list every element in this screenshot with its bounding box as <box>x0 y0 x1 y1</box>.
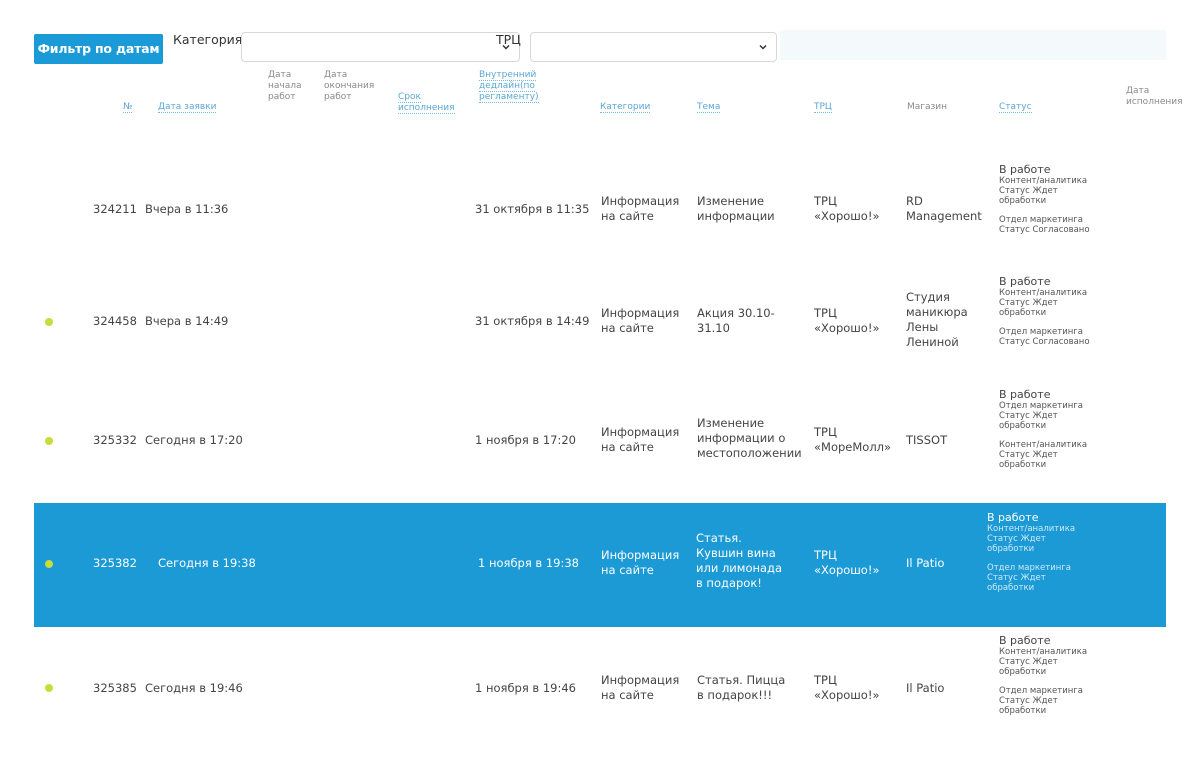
status-main: В работе <box>999 634 1051 647</box>
row-trc: ТРЦ «Хорошо!» <box>814 306 880 335</box>
status-dot-icon <box>45 684 53 692</box>
col-term[interactable]: Срок исполнения <box>398 92 455 114</box>
status-sub-1: Контент/аналитика Статус Ждет обработки <box>999 288 1088 318</box>
status-main: В работе <box>999 275 1051 288</box>
toolbar-background <box>780 30 1166 60</box>
col-trc[interactable]: ТРЦ <box>814 102 832 113</box>
status-sub-1: Контент/аналитика Статус Ждет обработки <box>999 176 1088 206</box>
row-deadline: 1 ноября в 19:46 <box>475 681 576 695</box>
table-row[interactable]: 324211 Вчера в 11:36 31 октября в 11:35 … <box>34 146 1166 270</box>
row-num: 324458 <box>93 314 137 328</box>
status-sub-1: Контент/аналитика Статус Ждет обработки <box>987 524 1076 554</box>
trc-label: ТРЦ <box>496 32 521 47</box>
row-status: В работе Контент/аналитика Статус Ждет о… <box>987 511 1087 593</box>
row-num: 325332 <box>93 433 137 447</box>
row-trc: ТРЦ «Хорошо!» <box>814 548 880 577</box>
row-trc: ТРЦ «Хорошо!» <box>814 673 880 702</box>
row-category: Информация на сайте <box>601 194 680 223</box>
category-select[interactable] <box>241 32 520 62</box>
status-sub-2: Отдел маркетинга Статус Ждет обработки <box>987 563 1071 593</box>
row-store: TISSOT <box>906 433 948 447</box>
row-date: Вчера в 11:36 <box>145 202 229 216</box>
status-sub-1: Отдел маркетинга Статус Ждет обработки <box>999 401 1083 431</box>
table-row[interactable]: 324458 Вчера в 14:49 31 октября в 14:49 … <box>34 260 1166 384</box>
row-store: Il Patio <box>906 681 945 695</box>
row-topic: Статья. Пицца в подарок!!! <box>697 673 786 702</box>
col-done-date: Дата исполнения <box>1126 86 1183 107</box>
row-trc: ТРЦ «МореМолл» <box>814 425 892 454</box>
col-deadline[interactable]: Внутренний дедлайн(по регламенту) <box>479 70 539 103</box>
col-num[interactable]: № <box>123 102 133 113</box>
status-sub-2: Отдел маркетинга Статус Согласовано <box>999 215 1090 235</box>
row-store: Студия маникюра Лены Лениной <box>906 290 968 349</box>
chevron-down-icon <box>759 44 767 50</box>
row-deadline: 31 октября в 14:49 <box>475 314 590 328</box>
row-topic: Изменение информации о местоположении <box>697 416 802 460</box>
table-row-selected[interactable]: 325382 Сегодня в 19:38 1 ноября в 19:38 … <box>34 503 1166 627</box>
col-work-end: Дата окончания работ <box>324 70 375 102</box>
col-store: Магазин <box>907 102 948 112</box>
row-num: 324211 <box>93 202 137 216</box>
col-topic[interactable]: Тема <box>697 102 721 113</box>
row-topic: Акция 30.10-31.10 <box>697 306 775 335</box>
status-dot-icon <box>45 318 53 326</box>
status-main: В работе <box>999 163 1051 176</box>
col-request-date[interactable]: Дата заявки <box>158 102 217 113</box>
row-category: Информация на сайте <box>601 673 680 702</box>
row-deadline: 1 ноября в 17:20 <box>475 433 576 447</box>
col-status[interactable]: Статус <box>999 102 1032 113</box>
table-header: № Дата заявки Дата начала работ Дата око… <box>0 70 1200 122</box>
status-sub-2: Отдел маркетинга Статус Ждет обработки <box>999 686 1083 716</box>
row-category: Информация на сайте <box>601 548 680 577</box>
row-store: RD Management <box>906 194 982 223</box>
col-categories[interactable]: Категории <box>600 102 651 113</box>
category-label: Категория <box>173 32 243 47</box>
row-num: 325382 <box>93 556 137 570</box>
row-trc: ТРЦ «Хорошо!» <box>814 194 880 223</box>
status-dot-icon <box>45 560 53 568</box>
status-dot-icon <box>45 437 53 445</box>
status-sub-1: Контент/аналитика Статус Ждет обработки <box>999 647 1088 677</box>
row-category: Информация на сайте <box>601 425 680 454</box>
row-num: 325385 <box>93 681 137 695</box>
row-date: Вчера в 14:49 <box>145 314 229 328</box>
filter-toolbar: Фильтр по датам Категория ТРЦ <box>34 30 1166 66</box>
row-topic: Изменение информации <box>697 194 775 223</box>
status-sub-2: Отдел маркетинга Статус Согласовано <box>999 327 1090 347</box>
row-date: Сегодня в 17:20 <box>145 433 243 447</box>
row-status: В работе Отдел маркетинга Статус Ждет об… <box>999 388 1099 470</box>
row-store: Il Patio <box>906 556 945 570</box>
status-sub-2: Контент/аналитика Статус Ждет обработки <box>999 440 1088 470</box>
table-row[interactable]: 325332 Сегодня в 17:20 1 ноября в 17:20 … <box>34 374 1166 498</box>
status-main: В работе <box>987 511 1039 524</box>
date-filter-button[interactable]: Фильтр по датам <box>34 34 163 64</box>
row-status: В работе Контент/аналитика Статус Ждет о… <box>999 634 1099 716</box>
row-date: Сегодня в 19:38 <box>158 556 256 570</box>
row-date: Сегодня в 19:46 <box>145 681 243 695</box>
status-main: В работе <box>999 388 1051 401</box>
row-status: В работе Контент/аналитика Статус Ждет о… <box>999 163 1099 235</box>
row-deadline: 1 ноября в 19:38 <box>478 556 579 570</box>
row-status: В работе Контент/аналитика Статус Ждет о… <box>999 275 1099 347</box>
col-work-start: Дата начала работ <box>268 70 302 102</box>
trc-select[interactable] <box>530 32 777 62</box>
chevron-down-icon <box>502 44 510 50</box>
row-deadline: 31 октября в 11:35 <box>475 202 590 216</box>
row-category: Информация на сайте <box>601 306 680 335</box>
row-topic: Статья. Кувшин вина или лимонада в подар… <box>696 531 783 590</box>
table-row[interactable]: 325385 Сегодня в 19:46 1 ноября в 19:46 … <box>34 629 1166 753</box>
